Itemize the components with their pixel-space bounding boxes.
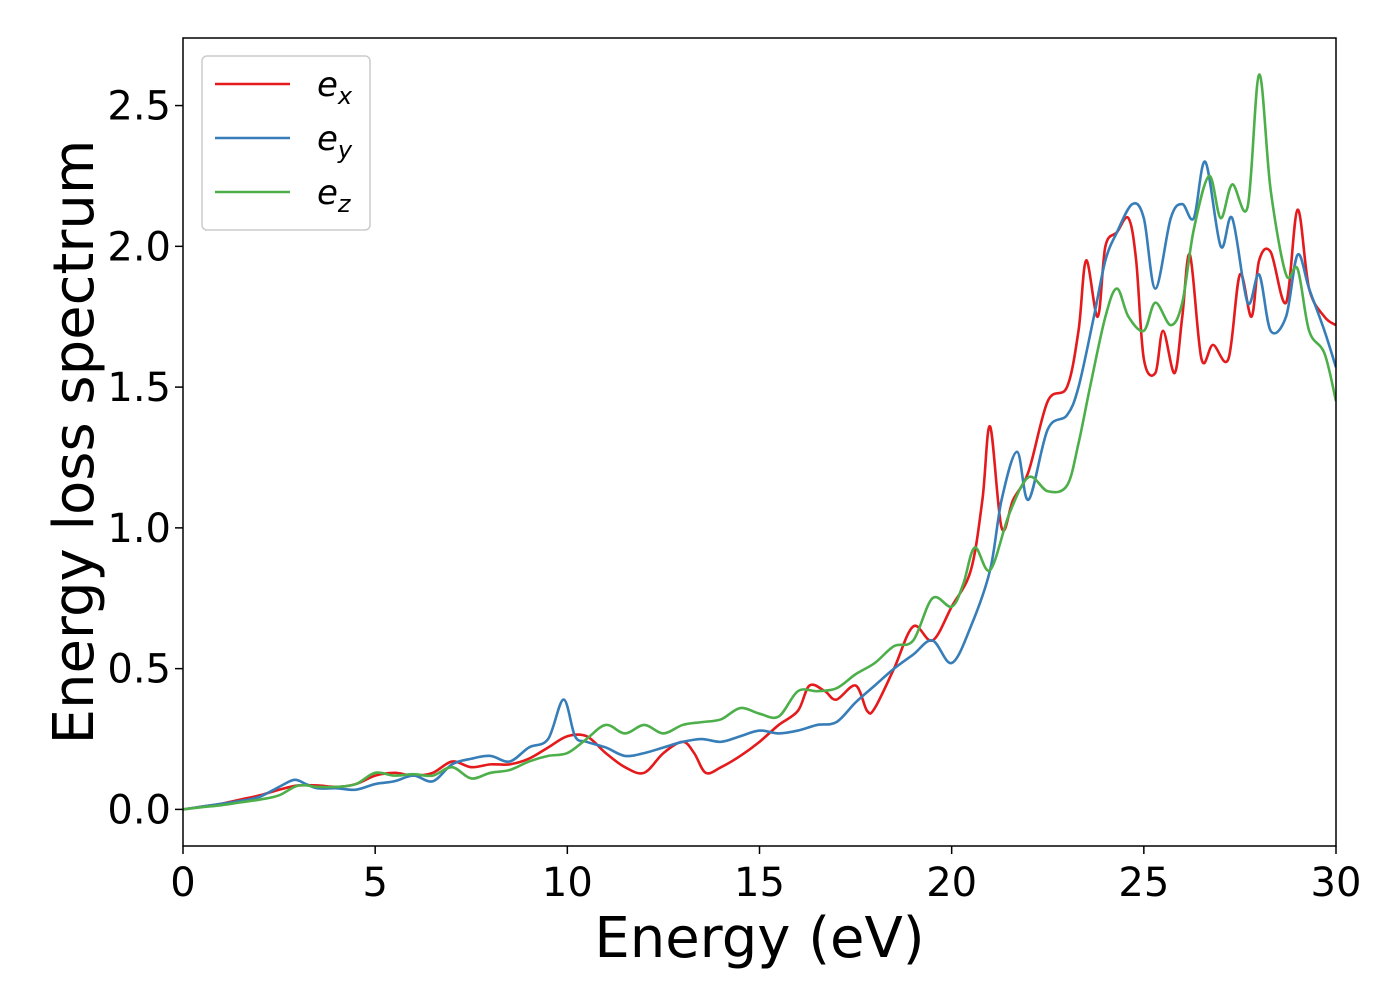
x-axis-ticks: 0 5 10 15 20 25 30	[170, 846, 1361, 906]
x-axis-title: Energy (eV)	[594, 906, 924, 971]
x-tick-label: 15	[734, 860, 785, 906]
series-line-ez	[183, 73, 1336, 811]
x-tick-label: 25	[1118, 860, 1169, 906]
plot-lines	[183, 73, 1336, 811]
series-line-ey	[183, 160, 1336, 811]
legend: ex ey ez	[201, 55, 371, 231]
y-axis-title: Energy loss spectrum	[42, 140, 107, 745]
x-tick-label: 20	[926, 860, 977, 906]
legend-label: ey	[317, 119, 353, 164]
y-tick-label: 0.5	[107, 647, 171, 693]
legend-label: ex	[317, 65, 353, 110]
y-tick-label: 0.0	[107, 787, 171, 833]
x-tick-label: 5	[362, 860, 387, 906]
y-tick-label: 1.0	[107, 506, 171, 552]
y-tick-label: 2.0	[107, 224, 171, 270]
y-tick-label: 1.5	[107, 365, 171, 411]
x-tick-label: 0	[170, 860, 195, 906]
y-tick-label: 2.5	[107, 84, 171, 130]
series-line-ex	[183, 208, 1336, 811]
x-tick-label: 30	[1311, 860, 1362, 906]
legend-box	[201, 55, 371, 231]
x-tick-label: 10	[542, 860, 593, 906]
legend-label: ez	[317, 173, 352, 218]
y-axis-ticks: 0.0 0.5 1.0 1.5 2.0 2.5	[107, 84, 183, 833]
